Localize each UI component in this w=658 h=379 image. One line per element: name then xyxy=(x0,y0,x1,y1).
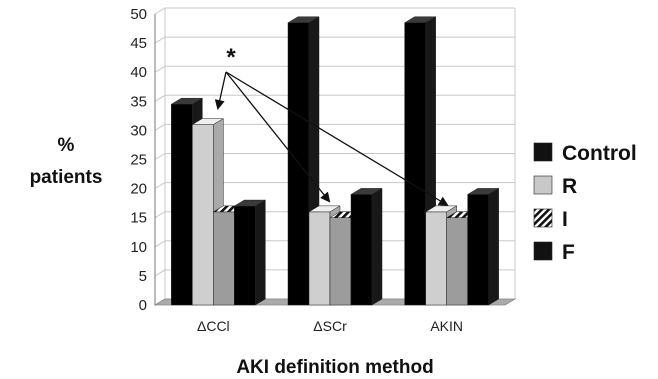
gridline xyxy=(154,182,515,190)
x-tick-label: ΔCCl xyxy=(197,318,230,334)
bar-side xyxy=(371,187,383,306)
legend-swatch-i xyxy=(533,208,553,228)
y-tick-label: 15 xyxy=(130,210,147,227)
gridline xyxy=(154,123,515,131)
gridline xyxy=(154,36,515,44)
y-tick-label: 10 xyxy=(130,239,147,256)
legend-label-r: R xyxy=(562,175,577,198)
bar-control-2 xyxy=(287,22,310,306)
y-tick-label: 20 xyxy=(130,181,147,198)
annotation-arrow-1 xyxy=(214,71,227,110)
legend: Control RIF xyxy=(533,142,637,264)
bar-i-1 xyxy=(213,211,235,306)
legend-swatch-control xyxy=(533,142,553,162)
y-tick-label: 50 xyxy=(130,6,147,23)
bar-side xyxy=(255,199,266,306)
gridline xyxy=(154,211,515,219)
y-tick-label: 30 xyxy=(130,122,147,139)
y-tick-label: 40 xyxy=(130,64,147,81)
bar-i-2 xyxy=(329,217,352,306)
bar-f-2 xyxy=(350,194,373,306)
x-tick-label: ΔSCr xyxy=(313,318,347,334)
bars xyxy=(170,16,500,306)
bar-r-1 xyxy=(192,124,214,306)
legend-label-i: I xyxy=(562,208,568,231)
y-axis-title-line2: patients xyxy=(30,167,103,188)
bar-r-3 xyxy=(425,211,447,306)
bar-control-1 xyxy=(171,103,193,306)
bar-f-3 xyxy=(467,194,489,306)
bar-f-1 xyxy=(234,205,256,306)
gridline xyxy=(154,7,515,15)
y-tick-label: 35 xyxy=(130,93,147,110)
labels: 0 5 10 15 20 25 30 35 40 45 50 ΔCCl ΔSCr AKIN% patient… xyxy=(30,6,463,378)
gridline xyxy=(154,269,515,277)
bar-r-2 xyxy=(308,211,331,306)
y-tick-label: 0 xyxy=(139,297,147,314)
significance-star: * xyxy=(226,44,236,71)
y-tick-label: 25 xyxy=(130,152,147,169)
x-tick-label: AKIN xyxy=(430,318,463,334)
x-axis-title: AKI definition method xyxy=(236,357,433,378)
annotation-arrow-3 xyxy=(225,71,449,207)
gridline xyxy=(154,153,515,160)
gridline xyxy=(154,65,515,73)
legend-swatch-r xyxy=(533,175,553,195)
gridline xyxy=(154,240,515,248)
bar-side xyxy=(488,187,499,306)
legend-label-f: F xyxy=(562,241,575,264)
y-tick-label: 45 xyxy=(130,35,147,52)
y-axis-title-line1: % xyxy=(58,135,75,156)
y-tick-label: 5 xyxy=(139,268,147,285)
legend-swatch-f xyxy=(533,241,553,261)
annotation: * xyxy=(214,44,449,207)
bar-control-3 xyxy=(404,22,426,306)
bar-i-3 xyxy=(446,217,468,306)
legend-label-control: Control xyxy=(562,142,637,165)
annotation-arrow-2 xyxy=(225,71,331,203)
gridline xyxy=(154,94,515,102)
